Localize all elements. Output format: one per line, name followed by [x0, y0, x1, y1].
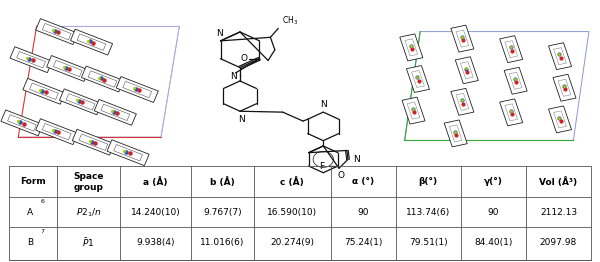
Text: B: B: [27, 238, 33, 247]
Polygon shape: [10, 47, 52, 73]
Polygon shape: [500, 99, 523, 126]
Polygon shape: [554, 48, 566, 65]
Text: b (Å): b (Å): [210, 177, 235, 187]
Polygon shape: [72, 129, 115, 155]
Text: $P2_1/n$: $P2_1/n$: [76, 206, 101, 219]
Text: O: O: [338, 171, 345, 180]
Polygon shape: [406, 66, 430, 92]
Text: 16.590(10): 16.590(10): [267, 208, 317, 217]
Text: Form: Form: [20, 177, 46, 186]
Polygon shape: [35, 119, 78, 145]
Polygon shape: [449, 125, 462, 142]
Polygon shape: [82, 66, 124, 92]
Polygon shape: [59, 89, 101, 115]
Text: N: N: [230, 72, 236, 81]
Polygon shape: [451, 88, 474, 115]
Polygon shape: [116, 77, 158, 102]
Polygon shape: [500, 36, 523, 63]
Text: CH$_3$: CH$_3$: [281, 14, 298, 27]
Text: N: N: [238, 115, 245, 124]
Text: A: A: [27, 208, 33, 217]
Polygon shape: [402, 97, 425, 124]
Polygon shape: [505, 41, 518, 58]
Polygon shape: [456, 30, 469, 47]
Polygon shape: [66, 94, 95, 110]
Polygon shape: [101, 104, 130, 121]
Text: O: O: [240, 54, 247, 63]
Polygon shape: [70, 29, 113, 55]
Text: N: N: [216, 29, 223, 38]
Polygon shape: [554, 111, 566, 128]
Polygon shape: [400, 34, 423, 61]
Polygon shape: [509, 72, 522, 89]
Polygon shape: [43, 123, 71, 140]
Text: F: F: [319, 162, 325, 171]
Polygon shape: [17, 52, 46, 68]
Polygon shape: [77, 34, 106, 50]
Polygon shape: [8, 115, 37, 131]
Polygon shape: [29, 83, 58, 100]
Text: Vol (Å³): Vol (Å³): [539, 177, 578, 187]
Polygon shape: [107, 140, 149, 166]
Text: 9.767(7): 9.767(7): [203, 208, 242, 217]
Text: 84.40(1): 84.40(1): [474, 238, 512, 247]
Text: c (Å): c (Å): [280, 177, 304, 187]
Polygon shape: [460, 62, 473, 79]
Text: α (°): α (°): [352, 177, 374, 186]
Text: 7: 7: [41, 229, 45, 234]
Polygon shape: [79, 134, 108, 150]
Text: 90: 90: [488, 208, 499, 217]
Polygon shape: [505, 104, 518, 121]
Text: 90: 90: [358, 208, 369, 217]
Polygon shape: [23, 78, 65, 104]
Text: 9.938(4): 9.938(4): [136, 238, 175, 247]
Text: 20.274(9): 20.274(9): [270, 238, 314, 247]
Polygon shape: [1, 110, 43, 136]
Polygon shape: [407, 102, 420, 119]
Polygon shape: [94, 99, 136, 125]
Polygon shape: [548, 43, 572, 70]
Polygon shape: [35, 19, 78, 45]
Text: a (Å): a (Å): [143, 177, 168, 187]
Text: 79.51(1): 79.51(1): [409, 238, 448, 247]
Text: Space
group: Space group: [73, 172, 104, 192]
Polygon shape: [53, 60, 82, 77]
Polygon shape: [455, 57, 478, 84]
Polygon shape: [114, 145, 142, 161]
Text: γ(°): γ(°): [484, 177, 503, 186]
Text: 113.74(6): 113.74(6): [406, 208, 451, 217]
Text: 2112.13: 2112.13: [540, 208, 577, 217]
Polygon shape: [43, 23, 71, 40]
Polygon shape: [123, 81, 152, 98]
Text: 2097.98: 2097.98: [540, 238, 577, 247]
Text: 11.016(6): 11.016(6): [200, 238, 245, 247]
Polygon shape: [444, 120, 467, 147]
Text: 75.24(1): 75.24(1): [344, 238, 382, 247]
Polygon shape: [504, 67, 527, 94]
Polygon shape: [88, 71, 117, 87]
Text: $\bar{P}1$: $\bar{P}1$: [82, 236, 95, 249]
Text: β(°): β(°): [419, 177, 438, 186]
Polygon shape: [456, 93, 469, 110]
Polygon shape: [451, 25, 474, 52]
Text: 14.240(10): 14.240(10): [131, 208, 181, 217]
Polygon shape: [553, 74, 576, 101]
Polygon shape: [558, 79, 571, 96]
Text: N: N: [320, 100, 326, 108]
Polygon shape: [47, 56, 89, 81]
Polygon shape: [412, 70, 424, 88]
Polygon shape: [548, 106, 572, 133]
Text: 6: 6: [41, 199, 45, 204]
Text: N: N: [353, 155, 361, 164]
Polygon shape: [405, 39, 418, 56]
